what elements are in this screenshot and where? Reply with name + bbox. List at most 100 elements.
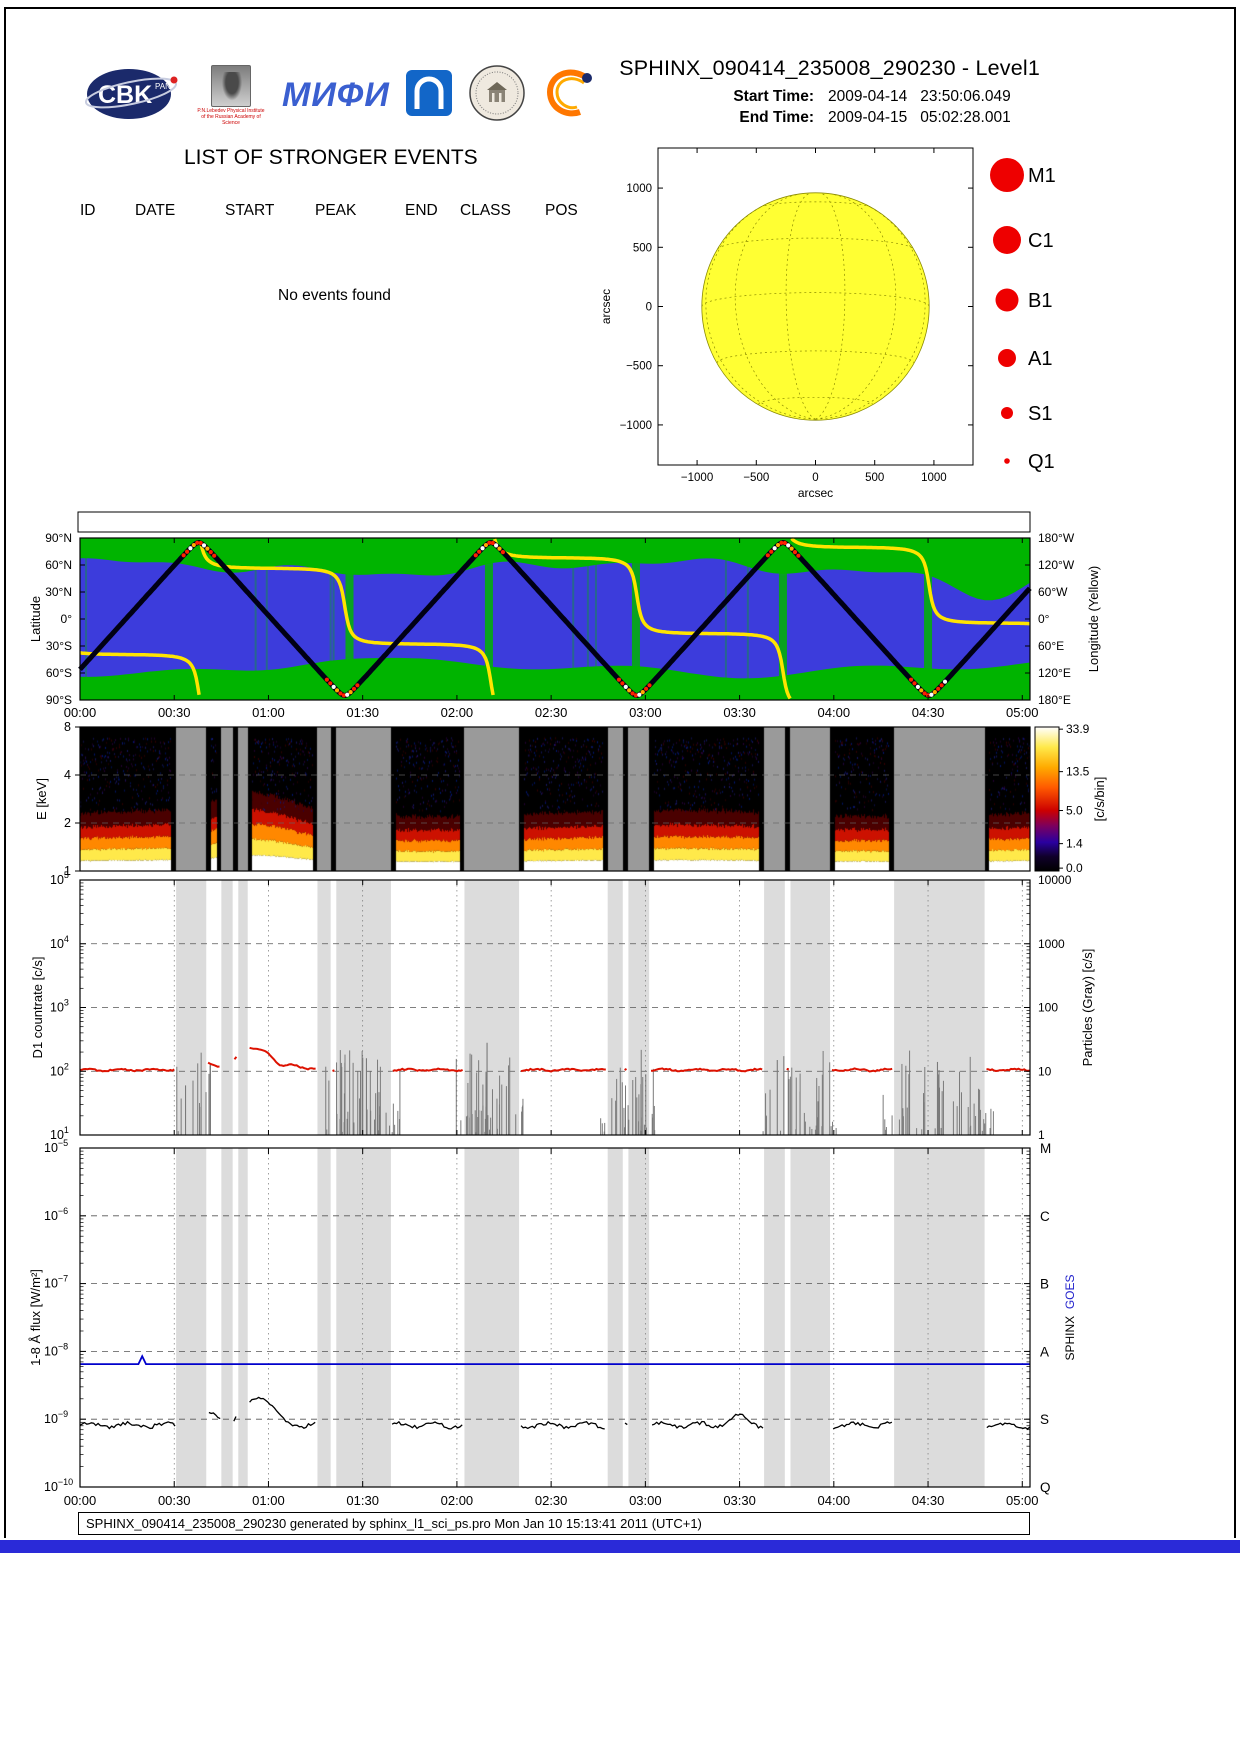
orbit-plot: 90°N 60°N 30°N 0° 30°S 60°S 90°S 180°W 120°W 60°W… — [28, 531, 1101, 720]
svg-text:60°E: 60°E — [1038, 639, 1064, 653]
svg-text:Longitude (Yellow): Longitude (Yellow) — [1086, 566, 1101, 672]
svg-text:90°N: 90°N — [45, 531, 72, 545]
svg-text:02:00: 02:00 — [441, 705, 474, 720]
svg-text:180°E: 180°E — [1038, 693, 1071, 707]
svg-text:60°W: 60°W — [1038, 585, 1068, 599]
events-col-pos: POS — [545, 202, 578, 219]
logo-arch — [405, 69, 452, 121]
svg-text:B1: B1 — [1028, 290, 1052, 312]
svg-text:SPHINX GOES: SPHINX GOES — [1063, 1274, 1077, 1360]
cbk-logo-subtext: PAN — [155, 82, 171, 91]
svg-text:−500: −500 — [743, 472, 769, 484]
svg-text:D1 countrate [c/s]: D1 countrate [c/s] — [30, 957, 45, 1059]
svg-text:120°E: 120°E — [1038, 666, 1071, 680]
svg-text:arcsec: arcsec — [599, 289, 613, 324]
svg-text:120°W: 120°W — [1038, 558, 1075, 572]
svg-text:1-8 Å flux [W/m²]: 1-8 Å flux [W/m²] — [28, 1269, 43, 1366]
flux-plot: 00:00 00:30 01:00 01:30 02:00 02:30 03:00 03:30… — [28, 1138, 1077, 1508]
svg-text:1: 1 — [1038, 1128, 1045, 1142]
end-time-value: 2009-04-15 05:02:28.001 — [828, 109, 1011, 126]
svg-text:[c/s/bin]: [c/s/bin] — [1092, 777, 1107, 822]
svg-text:10: 10 — [1038, 1064, 1052, 1078]
svg-text:01:30: 01:30 — [346, 705, 379, 720]
page-title: SPHINX_090414_235008_290230 - Level1 — [619, 56, 1040, 80]
svg-text:02:30: 02:30 — [535, 705, 568, 720]
events-col-end: END — [405, 202, 438, 219]
end-time-label: End Time: — [739, 109, 814, 126]
svg-text:0: 0 — [646, 302, 652, 314]
svg-text:B: B — [1040, 1277, 1049, 1292]
svg-text:0°: 0° — [61, 612, 73, 626]
svg-text:104: 104 — [50, 934, 69, 951]
svg-text:Q: Q — [1040, 1480, 1051, 1495]
svg-text:13.5: 13.5 — [1066, 765, 1090, 779]
svg-text:0°: 0° — [1038, 612, 1050, 626]
header-block: SPHINX_090414_235008_290230 - Level1 Sta… — [555, 56, 1040, 127]
svg-text:01:30: 01:30 — [346, 1493, 379, 1508]
bottom-blue-bar — [0, 1540, 1240, 1553]
start-time-label: Start Time: — [733, 88, 814, 105]
svg-text:−1000: −1000 — [681, 472, 713, 484]
svg-text:S: S — [1040, 1412, 1049, 1427]
svg-text:Particles (Gray) [c/s]: Particles (Gray) [c/s] — [1080, 949, 1095, 1067]
svg-text:180°W: 180°W — [1038, 531, 1075, 545]
svg-text:03:00: 03:00 — [629, 705, 662, 720]
events-empty-message: No events found — [278, 287, 391, 304]
start-time-row: Start Time: 2009-04-14 23:50:06.049 — [555, 88, 1040, 106]
svg-text:500: 500 — [865, 472, 884, 484]
svg-text:03:30: 03:30 — [723, 705, 756, 720]
svg-text:00:00: 00:00 — [64, 705, 97, 720]
svg-text:4: 4 — [64, 768, 71, 782]
svg-text:1000: 1000 — [626, 183, 652, 195]
svg-text:C1: C1 — [1028, 230, 1054, 252]
footer-text: SPHINX_090414_235008_290230 generated by… — [86, 1516, 702, 1531]
svg-text:33.9: 33.9 — [1066, 722, 1090, 736]
svg-text:30°N: 30°N — [45, 585, 72, 599]
svg-text:02:30: 02:30 — [535, 1493, 568, 1508]
svg-text:Latitude: Latitude — [28, 596, 43, 642]
logo-swirl — [542, 65, 598, 126]
svg-text:05:00: 05:00 — [1006, 1493, 1039, 1508]
svg-text:04:00: 04:00 — [818, 1493, 851, 1508]
svg-text:A1: A1 — [1028, 348, 1052, 370]
end-time-row: End Time: 2009-04-15 05:02:28.001 — [555, 109, 1040, 127]
sun-plot: −1000 −1000 −500 −500 0 0 500 500 1000 1000 arcsec… — [599, 147, 1056, 500]
svg-text:10−5: 10−5 — [44, 1138, 68, 1155]
svg-text:00:00: 00:00 — [64, 1493, 97, 1508]
svg-text:03:30: 03:30 — [723, 1493, 756, 1508]
spectrogram-canvas — [80, 727, 1030, 871]
logo-mephi: МИФИ — [282, 76, 390, 115]
svg-text:04:30: 04:30 — [912, 1493, 945, 1508]
events-header: ID DATE START PEAK END CLASS POS — [0, 202, 700, 222]
svg-text:00:30: 00:30 — [158, 1493, 191, 1508]
svg-text:00:30: 00:30 — [158, 705, 191, 720]
svg-text:1000: 1000 — [921, 472, 947, 484]
svg-text:10−9: 10−9 — [44, 1409, 68, 1426]
svg-text:103: 103 — [50, 998, 69, 1015]
svg-text:10−10: 10−10 — [44, 1477, 73, 1494]
svg-text:01:00: 01:00 — [252, 1493, 285, 1508]
svg-text:A: A — [1040, 1344, 1049, 1359]
svg-text:−1000: −1000 — [620, 420, 652, 432]
svg-text:60°N: 60°N — [45, 558, 72, 572]
events-col-peak: PEAK — [315, 202, 357, 219]
svg-text:60°S: 60°S — [46, 666, 72, 680]
svg-text:2: 2 — [64, 816, 71, 830]
svg-text:−500: −500 — [626, 361, 652, 373]
events-col-start: START — [225, 202, 275, 219]
logo-seal — [468, 64, 526, 127]
svg-text:04:30: 04:30 — [912, 705, 945, 720]
svg-text:M: M — [1040, 1141, 1051, 1156]
svg-text:5.0: 5.0 — [1066, 804, 1083, 818]
svg-text:M1: M1 — [1028, 165, 1056, 187]
svg-text:30°S: 30°S — [46, 639, 72, 653]
logo-strip: CBK PAN P.N.Lebedev Physical Institute o… — [84, 58, 598, 132]
spectrogram-axes: 1 2 4 8 E [keV] 0.0 1.4 5.0 13.5 33.9 [c/s/bin] — [34, 720, 1107, 878]
svg-text:02:00: 02:00 — [441, 1493, 474, 1508]
page-border — [4, 7, 1236, 1538]
svg-text:90°S: 90°S — [46, 693, 72, 707]
logo-cbk: CBK PAN — [84, 62, 180, 129]
